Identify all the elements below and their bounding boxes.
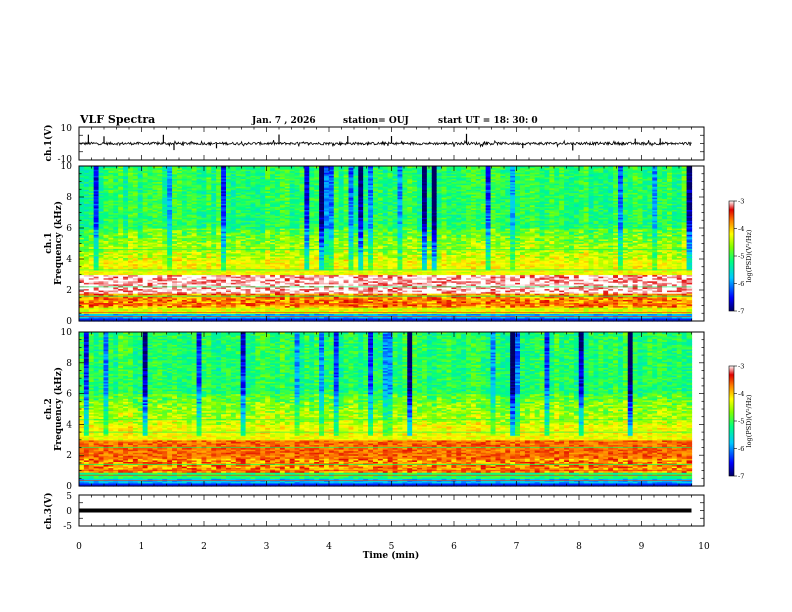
ch1-waveform-line: [79, 140, 692, 147]
ch1-ytick-top: 10: [61, 124, 73, 134]
header-start-time: start UT = 18: 30: 0: [438, 116, 538, 126]
figure-title: VLF Spectra: [79, 113, 155, 126]
ch1-waveform-trace: [79, 134, 692, 151]
ch1-waveform-ylabel: ch.1(V): [43, 125, 54, 162]
header-date: Jan. 7 , 2026: [251, 116, 316, 126]
header-station: station= OUJ: [343, 116, 409, 126]
ch1-waveform-panel: 10 -10 ch.1(V): [43, 124, 704, 165]
ch1-spectrogram-image: [79, 166, 692, 322]
